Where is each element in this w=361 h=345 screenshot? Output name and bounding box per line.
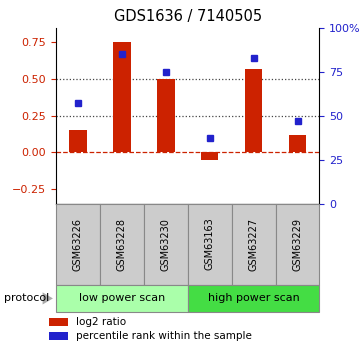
Text: GSM63227: GSM63227 bbox=[249, 218, 258, 270]
Text: protocol: protocol bbox=[4, 294, 49, 303]
Text: GSM63229: GSM63229 bbox=[292, 218, 303, 270]
Text: percentile rank within the sample: percentile rank within the sample bbox=[76, 331, 252, 341]
Bar bbox=[289, 135, 306, 152]
Bar bbox=[144, 204, 188, 285]
Bar bbox=[275, 204, 319, 285]
Bar bbox=[113, 42, 131, 152]
Bar bbox=[157, 79, 175, 152]
Text: GSM63226: GSM63226 bbox=[73, 218, 83, 270]
Text: GSM63163: GSM63163 bbox=[205, 218, 215, 270]
Bar bbox=[188, 285, 319, 312]
Bar bbox=[49, 318, 68, 326]
Polygon shape bbox=[43, 292, 53, 305]
Bar bbox=[188, 204, 232, 285]
Text: GSM63228: GSM63228 bbox=[117, 218, 127, 270]
Bar bbox=[245, 69, 262, 152]
Bar bbox=[201, 152, 218, 159]
Title: GDS1636 / 7140505: GDS1636 / 7140505 bbox=[114, 9, 262, 24]
Bar bbox=[232, 204, 275, 285]
Bar bbox=[56, 285, 188, 312]
Text: log2 ratio: log2 ratio bbox=[76, 317, 126, 327]
Text: GSM63230: GSM63230 bbox=[161, 218, 171, 270]
Text: high power scan: high power scan bbox=[208, 294, 300, 303]
Bar bbox=[56, 204, 100, 285]
Text: low power scan: low power scan bbox=[79, 294, 165, 303]
Bar bbox=[100, 204, 144, 285]
Bar bbox=[69, 130, 87, 152]
Bar bbox=[49, 332, 68, 340]
